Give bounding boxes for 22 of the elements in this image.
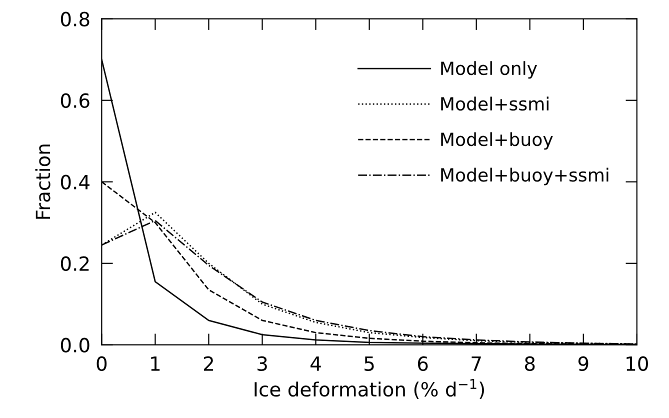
x-tick-label: 3	[258, 356, 267, 372]
x-tick-label: 2	[204, 356, 213, 371]
x-tick-label: 6	[418, 356, 428, 372]
x-axis-title: Ice deformation (% d$^{−1}$)	[254, 379, 484, 399]
x-tick-label: 4	[310, 356, 321, 371]
y-tick-label: 0.8	[60, 12, 90, 26]
x-tick-label: 1	[151, 356, 160, 371]
x-tick-label: 5	[364, 356, 374, 372]
y-axis-title: Fraction	[35, 144, 50, 219]
x-tick-label: 10	[626, 356, 648, 372]
legend-label: Model+buoy+ssmi	[441, 168, 608, 186]
y-tick-label: 0.6	[60, 93, 90, 108]
y-tick-label: 0.2	[60, 256, 89, 272]
x-tick-label: 7	[472, 356, 481, 371]
legend-label: Model only	[441, 61, 538, 79]
legend-label: Model+buoy	[441, 132, 553, 150]
x-tick-label: 8	[524, 356, 535, 372]
y-tick-label: 0.0	[60, 338, 90, 353]
x-tick-label: 0	[96, 356, 107, 372]
legend-label: Model+ssmi	[441, 96, 548, 111]
x-tick-label: 9	[578, 356, 588, 372]
y-tick-label: 0.4	[60, 174, 90, 190]
